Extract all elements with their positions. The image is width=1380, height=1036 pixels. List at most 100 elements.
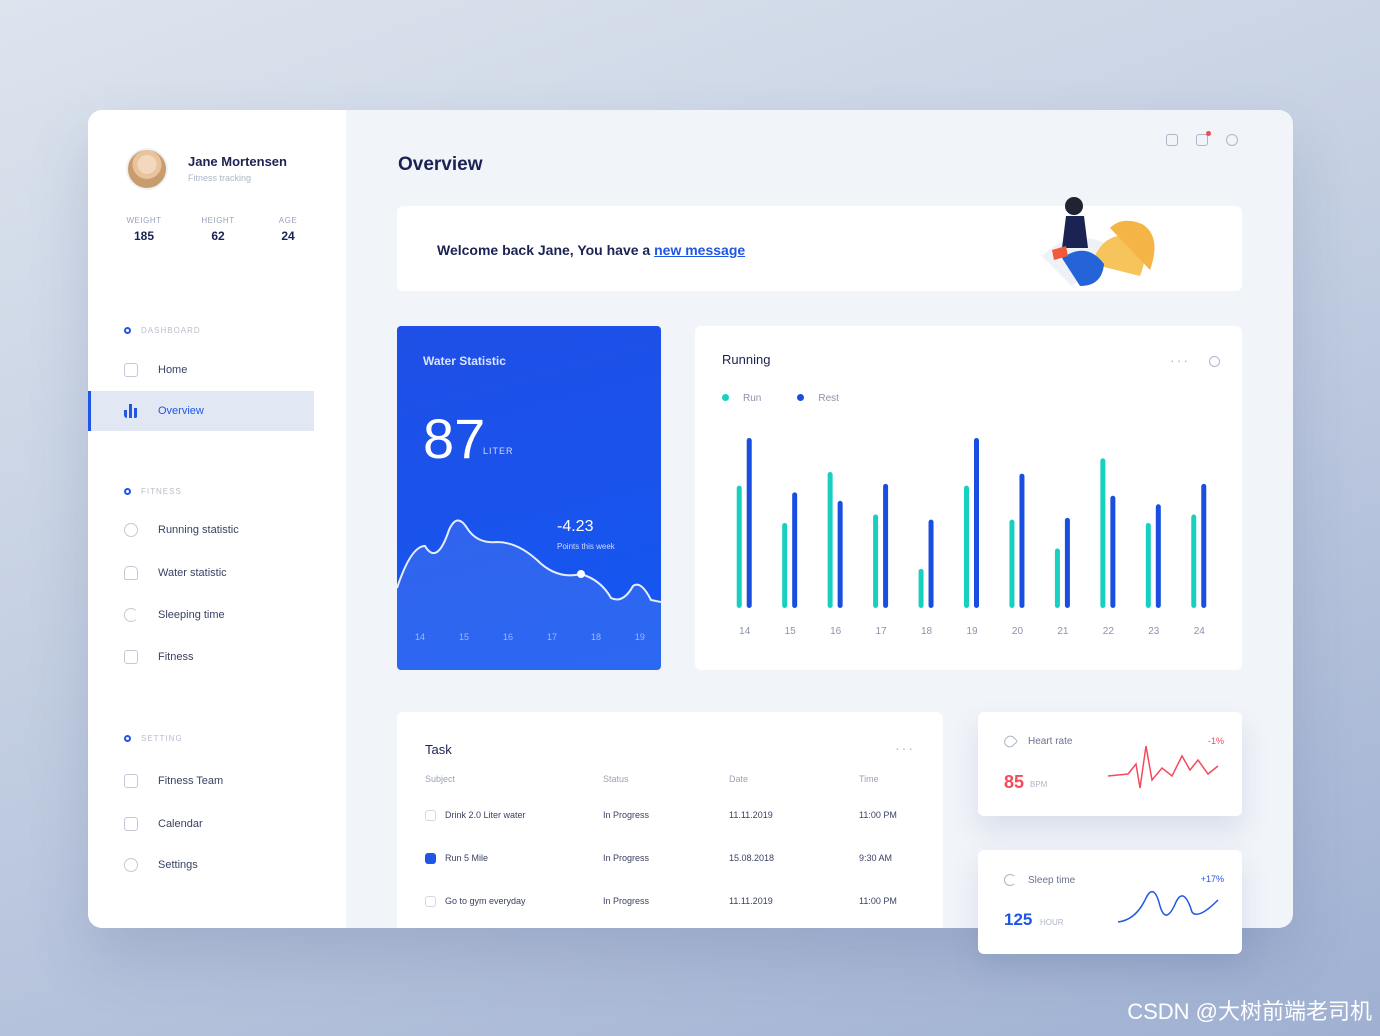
legend-rest[interactable]: Rest [797,393,839,404]
bar-rest-14[interactable] [746,438,752,608]
bar-run-20[interactable] [1009,519,1015,608]
bar-rest-16[interactable] [837,500,843,608]
bar-run-21[interactable] [1054,548,1060,609]
task-checkbox[interactable] [425,896,436,907]
bar-rest-19[interactable] [974,438,979,608]
welcome-banner: Welcome back Jane, You have a new messag… [397,197,1242,291]
bar-chart-icon [124,404,138,418]
column-header[interactable]: Date [729,774,749,784]
column-header[interactable]: Subject [425,774,456,784]
sidebar-item-running-statistic[interactable]: Running statistic [88,510,314,550]
task-title: Task [425,742,452,757]
task-checkbox[interactable] [425,853,436,864]
sidebar-item-overview[interactable]: Overview [88,391,314,431]
table-row[interactable]: Run 5 Mile In Progress 15.08.2018 9:30 AM [425,851,915,894]
user-name: Jane Mortensen [188,154,287,169]
bar-run-24[interactable] [1191,514,1197,609]
task-table: Subject Status Date Time Drink 2.0 Liter wat… [425,774,915,937]
sidebar-item-sleeping-time[interactable]: Sleeping time [88,595,314,635]
task-time: 11:00 PM [859,810,897,820]
bar-rest-21[interactable] [1064,517,1070,608]
sidebar-item-calendar[interactable]: Calendar [88,804,314,844]
bar-rest-17[interactable] [883,483,889,608]
water-line-chart [397,519,661,670]
x-tick-label: 19 [966,626,978,637]
water-x-label: 15 [458,632,469,642]
task-status: In Progress [603,853,650,863]
rider-illustration [1042,197,1155,286]
water-delta: -4.23 [557,518,594,535]
x-tick-label: 15 [785,626,797,637]
sidebar-item-water-statistic[interactable]: Water statistic [88,553,314,593]
user-subtitle: Fitness tracking [188,173,252,183]
moon-icon [124,608,138,622]
nav-section-fitness: FITNESS [124,487,182,496]
heart-rate-card[interactable]: Heart rate -1% 85 BPM [978,712,1242,816]
task-subject: Go to gym everyday [445,896,526,906]
sidebar-item-fitness[interactable]: Fitness [88,637,314,677]
bar-rest-15[interactable] [792,492,798,608]
task-date: 15.08.2018 [729,853,775,863]
more-icon[interactable]: ··· [1170,352,1190,368]
running-title: Running [722,352,771,367]
column-header[interactable]: Status [603,774,629,784]
water-x-label: 17 [546,632,557,642]
search-icon[interactable] [1226,134,1238,146]
bar-rest-23[interactable] [1155,504,1161,608]
water-x-label: 14 [415,632,426,642]
bar-run-23[interactable] [1145,523,1151,608]
team-icon [124,774,138,788]
task-date: 11.11.2019 [729,896,773,906]
heart-rate-change: -1% [1207,736,1224,746]
bar-rest-22[interactable] [1110,495,1116,608]
bar-rest-20[interactable] [1019,473,1025,608]
sidebar-item-fitness-team[interactable]: Fitness Team [88,761,314,801]
more-icon[interactable]: ··· [895,740,915,756]
x-tick-label: 16 [830,626,842,637]
water-title: Water Statistic [423,354,506,368]
task-card: Task ··· Subject Status Date Time Drink 2.0 … [397,712,943,928]
x-tick-label: 18 [921,626,933,637]
x-tick-label: 17 [876,626,888,637]
x-tick-label: 14 [739,626,751,637]
sidebar-item-settings[interactable]: Settings [88,845,314,885]
bar-run-22[interactable] [1100,458,1106,608]
water-x-axis: 14 15 16 17 18 19 [415,632,645,642]
search-icon[interactable] [1209,356,1220,367]
bar-run-16[interactable] [827,472,833,608]
bar-rest-18[interactable] [928,519,934,608]
task-subject: Drink 2.0 Liter water [445,810,526,820]
gear-icon [124,858,138,872]
bar-run-15[interactable] [782,523,788,608]
water-drop-icon [124,566,138,580]
page-title: Overview [398,154,483,175]
notification-icon[interactable] [1166,134,1178,146]
sleep-time-value: 125 [1004,910,1033,929]
stat-age: AGE 24 [278,216,298,243]
x-tick-label: 20 [1012,626,1024,637]
calendar-icon [124,817,138,831]
task-table-header: Subject Status Date Time [425,774,915,794]
bar-run-14[interactable] [736,485,742,608]
table-row[interactable]: Drink 2.0 Liter water In Progress 11.11.20… [425,808,915,851]
app-window: Jane Mortensen Fitness tracking WEIGHT 1… [88,110,1293,954]
watermark: CSDN @大树前端老司机 [1127,999,1372,1024]
bar-run-18[interactable] [918,568,924,608]
sidebar-item-home[interactable]: Home [88,350,314,390]
task-checkbox[interactable] [425,810,436,821]
avatar[interactable] [126,148,168,190]
message-icon[interactable] [1196,131,1211,146]
column-header[interactable]: Time [859,774,879,784]
bar-run-19[interactable] [964,485,969,608]
new-message-link[interactable]: new message [654,242,746,258]
water-statistic-card[interactable]: Water Statistic 87 LITER -4.23 Points th… [397,326,661,670]
water-value: 87 [423,407,486,470]
bar-run-17[interactable] [873,514,879,609]
sleep-time-sparkline [1118,890,1219,923]
nav-section-dashboard: DASHBOARD [124,326,201,335]
sleep-time-card[interactable]: Sleep time +17% 125 HOUR [978,850,1242,954]
legend-run[interactable]: Run [722,393,761,404]
bar-rest-24[interactable] [1201,483,1207,608]
running-legend: Run Rest [722,393,839,404]
table-row[interactable]: Go to gym everyday In Progress 11.11.2019 1… [425,894,915,937]
